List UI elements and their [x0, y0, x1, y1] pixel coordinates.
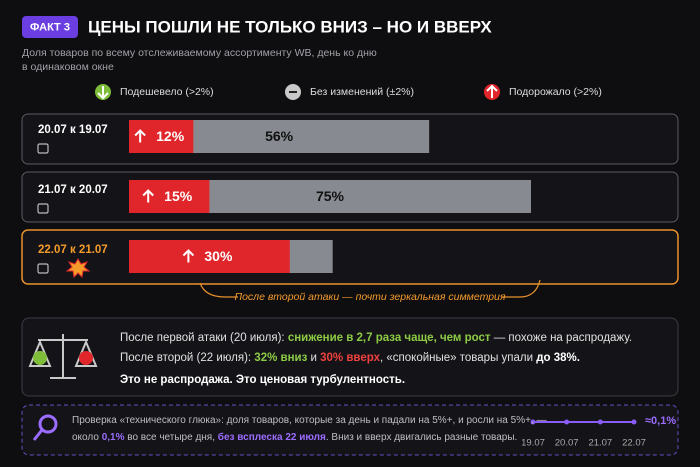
- row-label: 20.07 к 19.07: [38, 124, 108, 136]
- text-segment: и: [307, 352, 320, 364]
- text-line: Это не распродажа. Это ценовая турбулент…: [120, 374, 405, 386]
- bar-segment: [129, 180, 210, 213]
- bar-value-label: 30%: [204, 248, 233, 264]
- blast-icon: [65, 258, 91, 279]
- scales-icon: [28, 334, 98, 379]
- bar-value-label: 56%: [265, 128, 294, 144]
- annotation: ≈0,1%: [645, 415, 676, 427]
- text-line: После первой атаки (20 июля): снижение в…: [120, 332, 632, 344]
- text-segment: После второй (22 июля):: [120, 352, 254, 364]
- row-label: 21.07 к 20.07: [38, 184, 108, 196]
- text-segment: Это не распродажа. Это ценовая турбулент…: [120, 374, 405, 386]
- bar-value-label: 15%: [164, 188, 193, 204]
- text-segment: — похоже на распродажу.: [491, 332, 633, 344]
- x-tick-label: 22.07: [622, 438, 646, 449]
- text-segment: снижение в 2,7 раза чаще, чем рост: [288, 332, 491, 344]
- row-panel: [21, 229, 679, 285]
- text-segment: без всплеска 22 июля: [218, 431, 326, 443]
- annotation: После второй атаки — почти зеркальная си…: [234, 291, 505, 303]
- badge-text: ФАКТ 3: [30, 21, 70, 33]
- point: [530, 419, 536, 425]
- row-label: 22.07 к 21.07: [38, 244, 108, 256]
- calendar-icon: [37, 263, 49, 274]
- text-segment: 0,1%: [102, 432, 125, 443]
- title: ЦЕНЫ ПОШЛИ НЕ ТОЛЬКО ВНИЗ – НО И ВВЕРХ: [88, 17, 492, 36]
- text-segment: во все четыре дня,: [124, 432, 217, 443]
- text-segment: После первой атаки (20 июля):: [120, 332, 288, 344]
- text-segment: около: [72, 432, 102, 443]
- text-segment: 32% вниз: [254, 352, 307, 364]
- arrow-icon: [134, 129, 146, 143]
- calendar-icon: [37, 203, 49, 214]
- footer-panel: [21, 404, 679, 456]
- text-segment: до 38%.: [536, 352, 580, 364]
- notes-panel: [21, 317, 679, 397]
- x-tick-label: 19.07: [521, 438, 545, 449]
- annotation-brace: [199, 279, 541, 298]
- calendar-icon: [37, 143, 49, 154]
- text-segment: . Вниз и вверх двигались разные товары.: [326, 432, 517, 443]
- bar-value-label: 75%: [316, 188, 345, 204]
- bar-segment: [129, 240, 290, 273]
- arrow-icon: [97, 86, 109, 100]
- legend-label: Без изменений (±2%): [310, 86, 414, 98]
- text-line: около 0,1% во все четыре дня, без всплес…: [72, 431, 517, 443]
- text-segment: , «спокойные» товары упали: [380, 352, 536, 364]
- text-line: После второй (22 июля): 32% вниз и 30% в…: [120, 352, 580, 364]
- text-segment: 30% вверх: [320, 352, 380, 364]
- arrow-icon: [182, 249, 195, 263]
- badge: [22, 16, 78, 38]
- x-tick-label: 20.07: [555, 438, 579, 449]
- arrow-icon: [486, 84, 498, 98]
- text-segment: Проверка «технического глюка»: доля това…: [72, 415, 547, 426]
- point: [597, 419, 603, 425]
- bar-value-label: 12%: [156, 128, 185, 144]
- legend-label: Подорожало (>2%): [509, 86, 602, 98]
- subtitle: в одинаковом окне: [22, 61, 114, 73]
- x-tick-label: 21.07: [588, 438, 612, 449]
- legend-label: Подешевело (>2%): [120, 86, 214, 98]
- arrow-icon: [142, 189, 154, 203]
- subtitle: Доля товаров по всему отслеживаемому асс…: [22, 47, 377, 59]
- point: [564, 419, 570, 425]
- point: [631, 419, 637, 425]
- magnifier-icon: [32, 414, 58, 441]
- text-line: Проверка «технического глюка»: доля това…: [72, 415, 547, 426]
